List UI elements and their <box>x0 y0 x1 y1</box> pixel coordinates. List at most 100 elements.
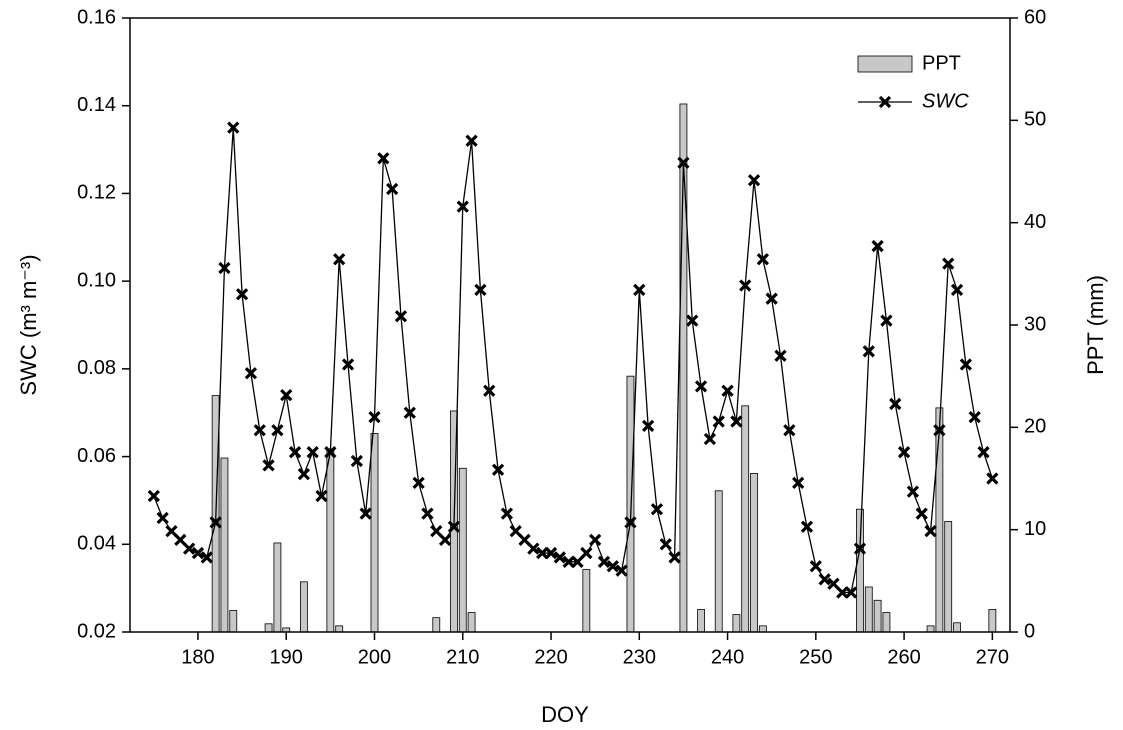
bar <box>758 625 767 633</box>
marker <box>844 586 858 599</box>
marker <box>950 283 964 297</box>
x-tick-label: 250 <box>799 646 832 668</box>
marker <box>571 555 584 568</box>
marker <box>350 454 363 468</box>
marker <box>235 288 249 301</box>
marker <box>756 253 769 266</box>
marker <box>712 415 725 428</box>
marker <box>924 524 937 538</box>
bar <box>741 405 750 633</box>
legend-swatch <box>857 55 913 73</box>
marker <box>703 432 717 446</box>
marker <box>871 239 884 253</box>
marker <box>906 485 920 498</box>
marker <box>739 279 752 292</box>
y-tick-label: 0.12 <box>77 182 116 204</box>
marker <box>694 380 708 393</box>
marker <box>968 410 981 424</box>
marker <box>474 283 487 297</box>
x-tick-label: 220 <box>534 646 567 668</box>
bar <box>864 586 873 633</box>
y2-axis-label: PPT (mm) <box>1083 275 1108 375</box>
marker <box>518 533 531 547</box>
x-tick-label: 200 <box>358 646 391 668</box>
y2-tick-label: 20 <box>1024 416 1046 438</box>
y-tick-label: 0.10 <box>77 269 116 291</box>
bar <box>299 581 308 633</box>
marker <box>827 577 840 590</box>
marker <box>386 182 399 196</box>
marker <box>500 507 514 520</box>
bar <box>953 622 961 633</box>
legend-label: SWC <box>922 90 969 112</box>
marker <box>977 446 990 459</box>
marker <box>721 384 734 397</box>
bar <box>732 614 741 633</box>
marker <box>580 546 593 560</box>
marker <box>483 384 496 397</box>
bar <box>264 623 273 633</box>
bar <box>750 472 758 633</box>
marker <box>288 446 302 459</box>
legend-label: PPT <box>922 52 961 74</box>
marker <box>341 358 355 371</box>
marker <box>686 314 699 327</box>
marker <box>430 524 443 538</box>
x-tick-label: 180 <box>181 646 214 668</box>
marker <box>271 424 284 437</box>
y2-tick-label: 40 <box>1024 211 1046 233</box>
marker <box>315 489 328 503</box>
bar <box>944 521 953 633</box>
bar <box>432 617 441 633</box>
y2-tick-label: 0 <box>1024 620 1035 642</box>
marker <box>324 446 337 459</box>
marker <box>606 560 619 573</box>
marker <box>465 134 478 147</box>
x-tick-label: 260 <box>887 646 920 668</box>
marker <box>677 156 690 169</box>
marker <box>403 406 416 419</box>
bar <box>882 612 891 633</box>
y-tick-label: 0.06 <box>77 445 116 467</box>
marker <box>209 516 222 529</box>
marker <box>933 424 946 437</box>
bar <box>220 457 229 633</box>
marker <box>491 463 505 476</box>
marker <box>597 555 611 568</box>
marker <box>218 261 231 275</box>
marker <box>650 503 664 516</box>
marker <box>915 507 928 520</box>
marker <box>262 459 275 472</box>
marker <box>818 573 831 586</box>
bar <box>326 448 335 633</box>
marker <box>509 524 522 538</box>
x-tick-label: 190 <box>270 646 303 668</box>
marker <box>553 551 566 564</box>
marker <box>633 283 646 297</box>
bar <box>873 599 882 633</box>
marker <box>244 367 258 380</box>
marker <box>280 389 293 402</box>
marker <box>306 446 319 459</box>
bar <box>582 569 591 633</box>
y-tick-label: 0.08 <box>77 357 116 379</box>
marker <box>800 520 814 533</box>
marker <box>641 419 655 433</box>
marker <box>862 345 875 358</box>
marker <box>253 424 266 437</box>
marker <box>765 292 778 305</box>
marker <box>774 349 787 362</box>
y2-tick-label: 60 <box>1024 6 1046 28</box>
marker <box>227 121 240 134</box>
marker <box>615 564 628 577</box>
bar <box>926 625 935 633</box>
marker <box>147 489 160 503</box>
bar <box>458 467 467 633</box>
bar <box>273 542 282 633</box>
marker <box>394 310 408 323</box>
bar <box>935 407 944 633</box>
marker <box>447 520 461 533</box>
marker <box>783 424 796 437</box>
marker <box>165 524 178 538</box>
